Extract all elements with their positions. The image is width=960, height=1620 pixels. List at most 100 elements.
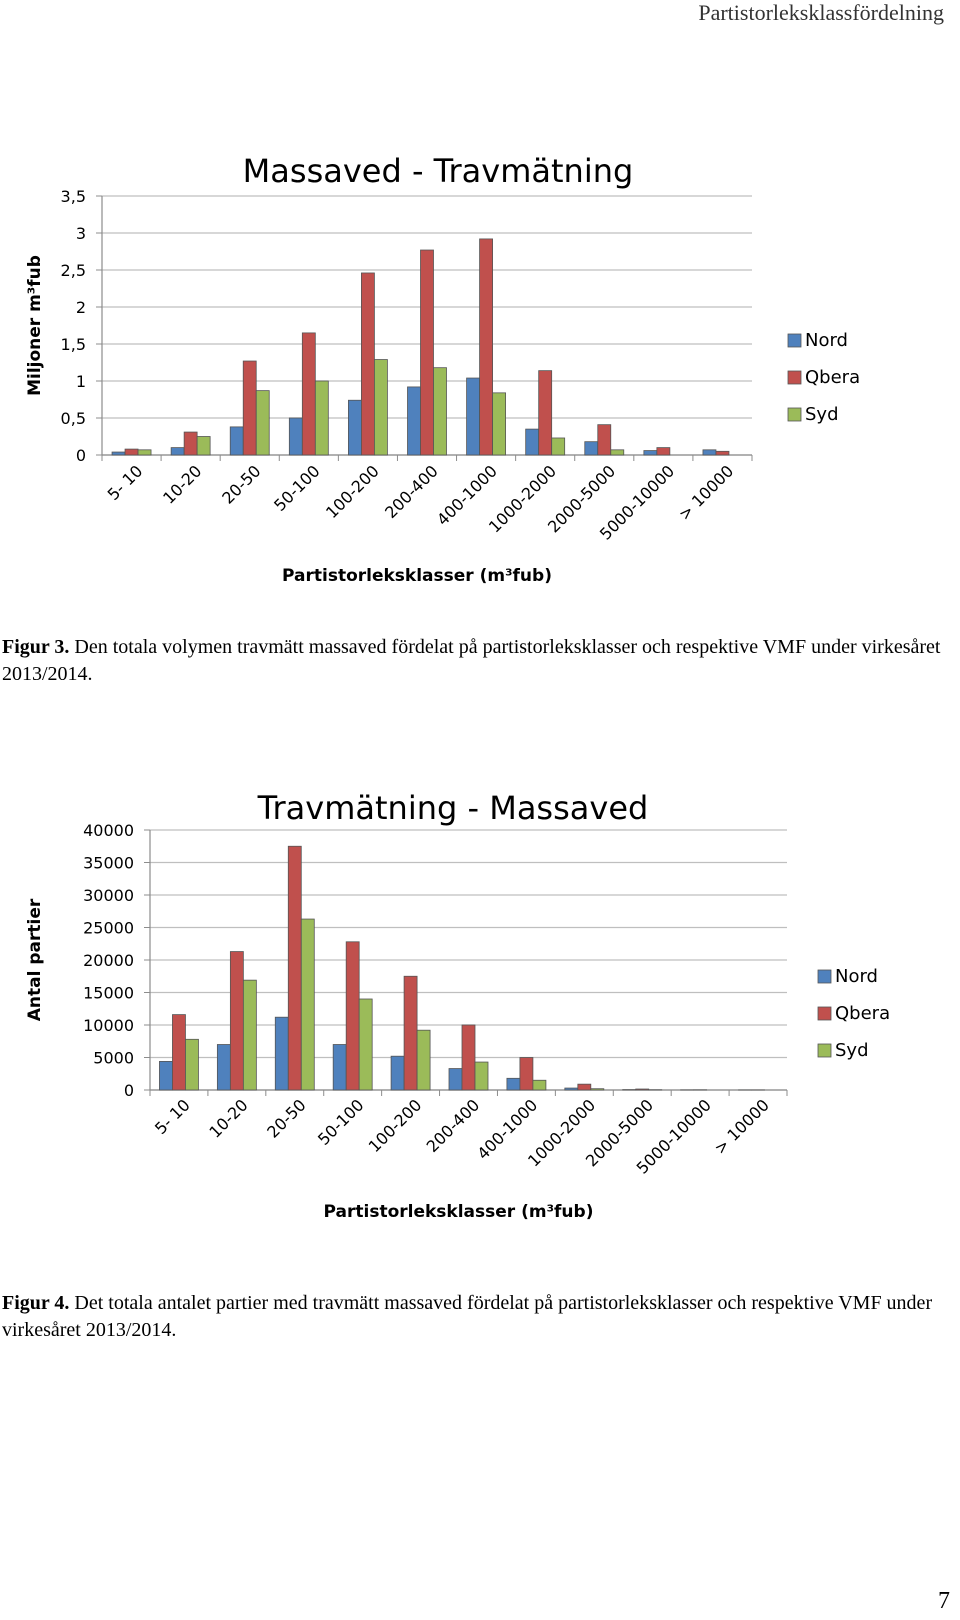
bar-qbera bbox=[229, 951, 244, 1091]
bar-syd bbox=[255, 390, 270, 456]
bar-nord bbox=[170, 447, 185, 456]
legend-swatch-syd bbox=[787, 407, 802, 422]
bar-nord bbox=[407, 386, 421, 456]
bar-syd bbox=[433, 367, 447, 456]
legend-swatch-qbera bbox=[817, 1006, 832, 1021]
bar-nord bbox=[288, 417, 303, 456]
y-axis-label: Miljoner m³fub bbox=[25, 255, 45, 396]
x-tick-label: 100-200 bbox=[365, 1095, 426, 1156]
bar-syd bbox=[374, 359, 388, 456]
y-tick-label: 5000 bbox=[93, 1049, 134, 1068]
y-tick-label: 15000 bbox=[83, 984, 134, 1003]
bar-syd bbox=[532, 1079, 547, 1091]
x-tick-label: 200-400 bbox=[423, 1095, 484, 1156]
bar-nord bbox=[332, 1044, 347, 1091]
figure-caption-4: Figur 4. Det totala antalet partier med … bbox=[2, 1290, 942, 1344]
bar-qbera bbox=[242, 360, 257, 456]
y-tick-label: 1,5 bbox=[61, 335, 86, 354]
bar-qbera bbox=[519, 1057, 534, 1091]
figure-caption-3: Figur 3. Den totala volymen travmätt mas… bbox=[2, 634, 942, 688]
legend-swatch-nord bbox=[817, 969, 832, 984]
x-tick-label: 10-20 bbox=[159, 461, 205, 507]
caption-text: Den totala volymen travmätt massaved för… bbox=[2, 636, 941, 685]
y-tick-label: 0,5 bbox=[61, 409, 86, 428]
bar-syd bbox=[551, 437, 566, 456]
bar-syd bbox=[610, 449, 625, 456]
chart-count: Travmätning - Massaved 0 5000 10000 15000 200… bbox=[25, 789, 890, 1222]
caption-label: Figur 4. bbox=[2, 1292, 70, 1314]
bar-qbera bbox=[287, 845, 302, 1091]
y-tick-label: 30000 bbox=[83, 886, 134, 905]
bar-syd bbox=[474, 1061, 489, 1091]
bar-nord bbox=[466, 377, 480, 456]
bar-qbera bbox=[461, 1024, 476, 1091]
y-tick-label: 2,5 bbox=[61, 261, 86, 280]
bar-nord bbox=[643, 450, 658, 456]
bar-qbera bbox=[715, 450, 730, 456]
bar-qbera bbox=[538, 370, 553, 456]
x-tick-label: 10-20 bbox=[205, 1095, 251, 1141]
bar-qbera bbox=[403, 975, 418, 1091]
x-tick-label: 5- 10 bbox=[104, 461, 147, 504]
bar-nord bbox=[348, 399, 362, 456]
caption-label: Figur 3. bbox=[2, 636, 70, 658]
bar-syd bbox=[358, 998, 373, 1091]
chart-title: Travmätning - Massaved bbox=[257, 789, 649, 827]
bar-nord bbox=[506, 1077, 521, 1091]
x-tick-label: 20-50 bbox=[263, 1095, 309, 1141]
legend-swatch-qbera bbox=[787, 370, 802, 385]
legend-swatch-syd bbox=[817, 1043, 832, 1058]
x-axis-label: Partistorleksklasser (m³fub) bbox=[324, 1202, 594, 1222]
bar-qbera bbox=[301, 332, 316, 456]
bar-nord bbox=[274, 1016, 289, 1091]
bar-nord bbox=[564, 1087, 579, 1091]
bar-nord bbox=[229, 426, 244, 456]
y-tick-label: 25000 bbox=[83, 919, 134, 938]
legend-label-syd: Syd bbox=[805, 404, 839, 425]
bar-qbera bbox=[656, 447, 671, 456]
legend-label-qbera: Qbera bbox=[835, 1003, 890, 1024]
y-tick-label: 0 bbox=[124, 1081, 134, 1100]
x-tick-label: 5- 10 bbox=[151, 1095, 194, 1138]
y-tick-label: 2 bbox=[76, 298, 86, 317]
y-tick-label: 40000 bbox=[83, 821, 134, 840]
y-tick-label: 3,5 bbox=[61, 187, 86, 206]
y-tick-label: 35000 bbox=[83, 854, 134, 873]
bar-syd bbox=[590, 1088, 605, 1091]
bar-qbera bbox=[124, 448, 139, 456]
chart-volume: Massaved - Travmätning 0 0,5 1 1,5 2 2,5 3 3,5 5-… bbox=[25, 152, 860, 586]
bar-qbera bbox=[361, 272, 375, 456]
legend-swatch-nord bbox=[787, 333, 802, 348]
x-tick-label: 50-100 bbox=[314, 1095, 368, 1149]
x-tick-label: > 10000 bbox=[710, 1095, 773, 1158]
x-tick-label: 20-50 bbox=[218, 461, 264, 507]
x-axis-label: Partistorleksklasser (m³fub) bbox=[282, 566, 552, 586]
legend-label-qbera: Qbera bbox=[805, 367, 860, 388]
bar-syd bbox=[196, 436, 211, 456]
y-tick-label: 20000 bbox=[83, 951, 134, 970]
bar-nord bbox=[111, 451, 126, 456]
legend-label-nord: Nord bbox=[835, 966, 878, 987]
bar-syd bbox=[300, 918, 315, 1091]
bar-syd bbox=[242, 979, 257, 1091]
y-tick-label: 0 bbox=[76, 446, 86, 465]
y-axis-label: Antal partier bbox=[25, 898, 45, 1021]
x-tick-label: 100-200 bbox=[322, 461, 383, 522]
x-tick-label: 200-400 bbox=[381, 461, 442, 522]
bar-nord bbox=[216, 1044, 231, 1091]
bar-syd bbox=[492, 392, 506, 456]
bar-nord bbox=[525, 428, 540, 456]
bar-nord bbox=[448, 1068, 463, 1091]
chart-title: Massaved - Travmätning bbox=[243, 152, 634, 190]
y-tick-label: 1 bbox=[76, 372, 86, 391]
bar-qbera bbox=[577, 1083, 592, 1091]
y-tick-label: 3 bbox=[76, 224, 86, 243]
legend-label-syd: Syd bbox=[835, 1040, 869, 1061]
x-tick-label: > 10000 bbox=[675, 461, 738, 524]
bar-nord bbox=[159, 1060, 173, 1091]
bar-qbera bbox=[635, 1088, 650, 1091]
bar-qbera bbox=[183, 431, 198, 456]
bar-syd bbox=[185, 1038, 199, 1091]
bar-syd bbox=[314, 380, 329, 456]
bar-nord bbox=[584, 441, 599, 456]
